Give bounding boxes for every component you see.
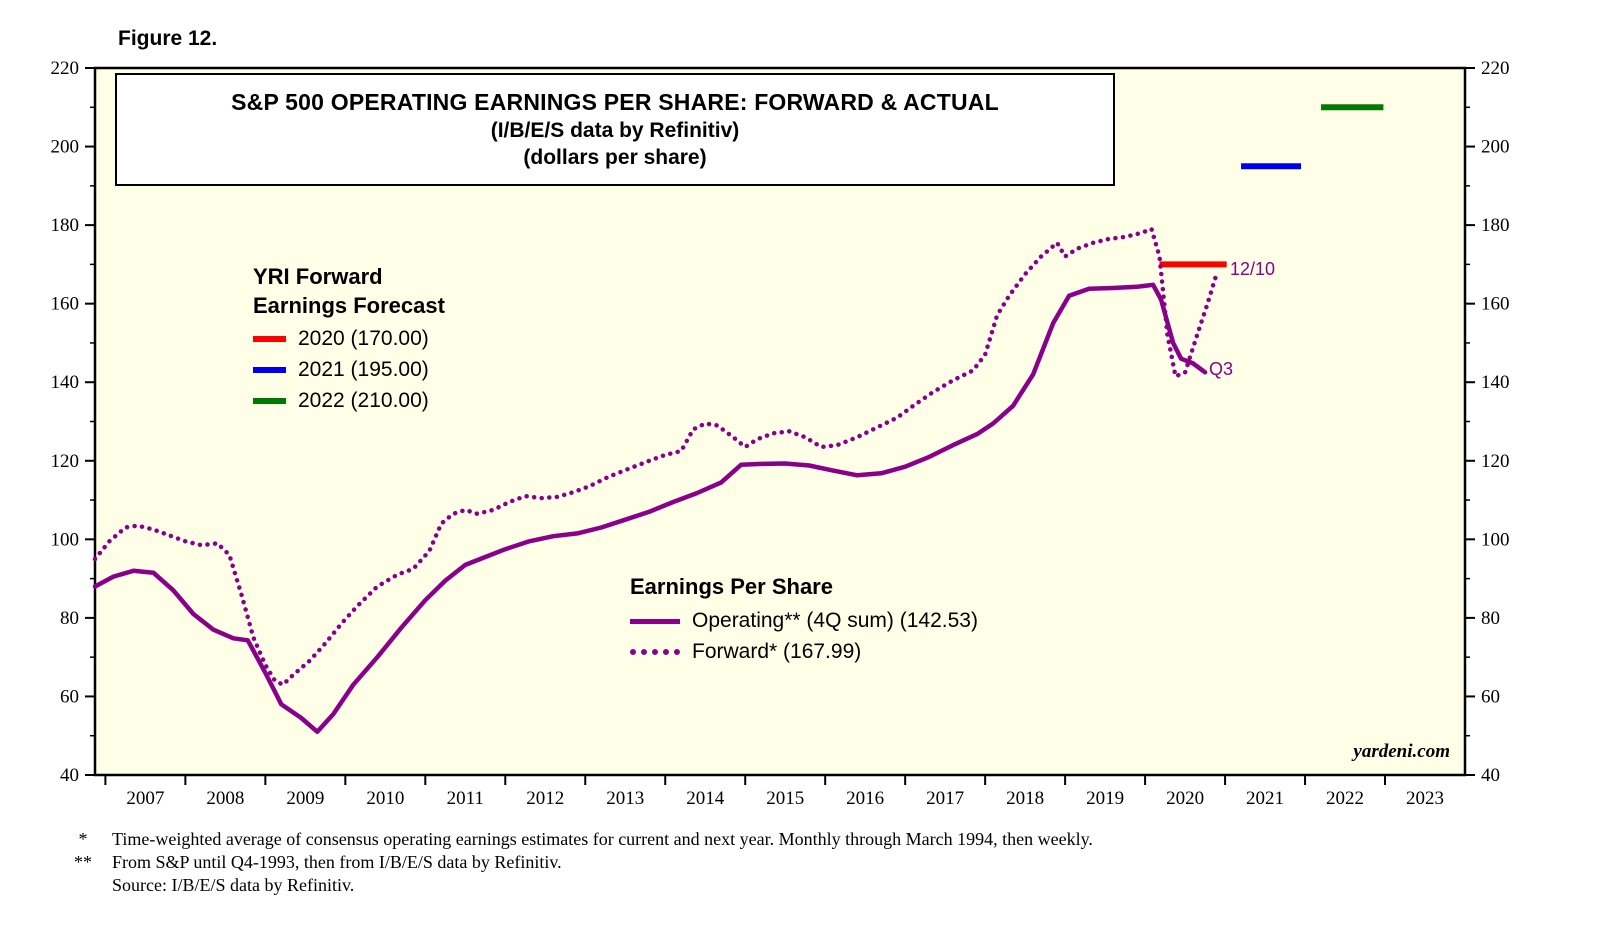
y-tick-label-right: 160 xyxy=(1481,294,1510,315)
y-tick-label-right: 140 xyxy=(1481,372,1510,393)
dotted-line-swatch xyxy=(630,649,680,655)
footnote-text: Source: I/B/E/S data by Refinitiv. xyxy=(112,875,355,895)
y-tick-label-left: 100 xyxy=(51,529,80,550)
forward-series-line xyxy=(92,226,1220,687)
x-tick-label: 2012 xyxy=(526,788,564,809)
eps-legend-label-operating: Operating** (4Q sum) (142.53) xyxy=(692,609,978,632)
y-tick-label-left: 80 xyxy=(60,608,79,629)
chart-subtitle-source: (I/B/E/S data by Refinitiv) xyxy=(490,119,740,142)
forecast-legend-title-line1: YRI Forward xyxy=(253,264,383,289)
footnote-text: Time-weighted average of consensus opera… xyxy=(112,829,1093,849)
y-tick-label-right: 80 xyxy=(1481,608,1500,629)
chart-subtitle-units: (dollars per share) xyxy=(523,146,707,169)
x-tick-label: 2013 xyxy=(606,788,644,809)
eps-legend-entry-forward: Forward* (167.99) xyxy=(630,640,978,664)
x-tick-label: 2007 xyxy=(126,788,164,809)
y-tick-label-left: 140 xyxy=(51,372,80,393)
footnote-row: Source: I/B/E/S data by Refinitiv. xyxy=(62,874,1462,897)
footnote-marker xyxy=(62,874,104,897)
y-tick-label-right: 60 xyxy=(1481,686,1500,707)
green-bar-swatch xyxy=(253,398,286,404)
forecast-legend-entry-2022: 2022 (210.00) xyxy=(253,389,445,413)
y-tick-label-left: 60 xyxy=(60,686,79,707)
footnote-text: From S&P until Q4-1993, then from I/B/E/… xyxy=(112,852,562,872)
forecast-legend-entry-2021: 2021 (195.00) xyxy=(253,358,445,382)
blue-bar-swatch xyxy=(253,367,286,373)
x-tick-label: 2011 xyxy=(447,788,484,809)
forecast-legend: YRI Forward Earnings Forecast 2020 (170.… xyxy=(253,262,445,413)
x-tick-label: 2023 xyxy=(1406,788,1444,809)
x-tick-label: 2009 xyxy=(286,788,324,809)
annotation-actual-quarter: Q3 xyxy=(1209,359,1234,379)
eps-legend-label-forward: Forward* (167.99) xyxy=(692,640,862,663)
forecast-legend-entry-2020: 2020 (170.00) xyxy=(253,327,445,351)
solid-line-swatch xyxy=(630,618,680,624)
chart-title-box: S&P 500 OPERATING EARNINGS PER SHARE: FO… xyxy=(115,73,1115,186)
y-tick-label-right: 180 xyxy=(1481,215,1510,236)
y-tick-label-left: 120 xyxy=(51,451,80,472)
footnote-row: * Time-weighted average of consensus ope… xyxy=(62,828,1462,851)
forecast-legend-title-line2: Earnings Forecast xyxy=(253,293,445,318)
y-tick-label-left: 220 xyxy=(51,58,80,79)
watermark: yardeni.com xyxy=(1353,741,1450,762)
forecast-legend-label-2021: 2021 (195.00) xyxy=(298,358,429,381)
y-tick-label-right: 40 xyxy=(1481,765,1500,786)
annotation-forward-date: 12/10 xyxy=(1230,259,1276,279)
y-tick-label-right: 120 xyxy=(1481,451,1510,472)
footnotes: * Time-weighted average of consensus ope… xyxy=(62,828,1462,897)
footnote-marker: * xyxy=(78,829,88,849)
forecast-legend-label-2020: 2020 (170.00) xyxy=(298,327,429,350)
y-tick-label-left: 200 xyxy=(51,137,80,158)
x-tick-label: 2022 xyxy=(1326,788,1364,809)
x-tick-label: 2020 xyxy=(1166,788,1204,809)
eps-legend-entry-operating: Operating** (4Q sum) (142.53) xyxy=(630,609,978,633)
figure-label: Figure 12. xyxy=(118,27,218,50)
y-tick-label-left: 180 xyxy=(51,215,80,236)
x-tick-label: 2015 xyxy=(766,788,804,809)
footnote-marker: ** xyxy=(74,852,92,872)
x-tick-label: 2010 xyxy=(366,788,404,809)
x-tick-label: 2021 xyxy=(1246,788,1284,809)
x-tick-label: 2019 xyxy=(1086,788,1124,809)
y-tick-label-left: 40 xyxy=(60,765,79,786)
x-tick-label: 2017 xyxy=(926,788,964,809)
x-tick-label: 2018 xyxy=(1006,788,1044,809)
x-tick-label: 2008 xyxy=(206,788,244,809)
red-bar-swatch xyxy=(253,336,286,342)
x-tick-label: 2016 xyxy=(846,788,884,809)
eps-legend: Earnings Per Share Operating** (4Q sum) … xyxy=(630,572,978,664)
x-tick-label: 2014 xyxy=(686,788,725,809)
y-tick-label-left: 160 xyxy=(51,294,80,315)
y-tick-label-right: 220 xyxy=(1481,58,1510,79)
footnote-row: ** From S&P until Q4-1993, then from I/B… xyxy=(62,851,1462,874)
operating-series-line xyxy=(92,282,1208,735)
forecast-legend-label-2022: 2022 (210.00) xyxy=(298,389,429,412)
y-tick-label-right: 100 xyxy=(1481,529,1510,550)
chart-title: S&P 500 OPERATING EARNINGS PER SHARE: FO… xyxy=(231,89,999,115)
eps-legend-title: Earnings Per Share xyxy=(630,574,833,599)
y-tick-label-right: 200 xyxy=(1481,137,1510,158)
